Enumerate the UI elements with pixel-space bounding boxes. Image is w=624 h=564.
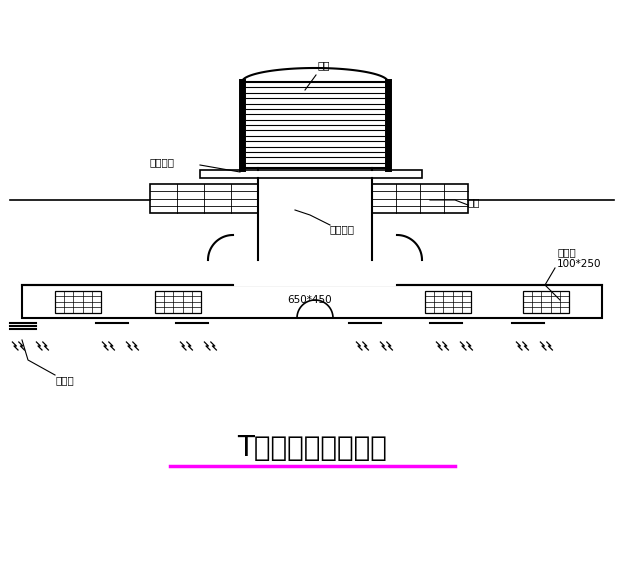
Text: T型风管安装示意图: T型风管安装示意图 <box>237 434 387 462</box>
Bar <box>155 290 201 312</box>
Text: 屋面: 屋面 <box>468 197 480 207</box>
Bar <box>22 285 602 318</box>
Bar <box>233 281 397 286</box>
Bar <box>200 170 422 178</box>
Text: 防漏措施: 防漏措施 <box>330 224 355 234</box>
Text: 送风口: 送风口 <box>55 375 74 385</box>
Bar <box>55 290 101 312</box>
Text: 650*450: 650*450 <box>288 295 333 305</box>
Bar <box>150 184 258 213</box>
Bar <box>425 290 471 312</box>
Text: 主机: 主机 <box>318 60 331 70</box>
Bar <box>372 184 468 213</box>
Bar <box>523 290 569 312</box>
Text: 安装支架: 安装支架 <box>150 157 175 167</box>
Text: 送风口
100*250: 送风口 100*250 <box>557 247 602 269</box>
